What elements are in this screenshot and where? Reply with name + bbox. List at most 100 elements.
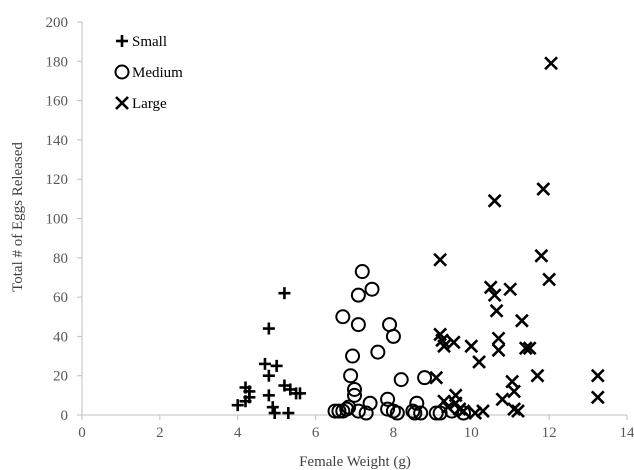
data-point-large	[489, 303, 504, 318]
y-tick-label: 20	[53, 369, 68, 385]
data-point-large	[530, 368, 545, 383]
data-point-large	[495, 392, 510, 407]
x-axis-title: Female Weight (g)	[299, 454, 411, 470]
legend-item-small: Small	[116, 34, 167, 50]
data-point-medium	[343, 368, 359, 384]
data-point-large	[534, 248, 549, 263]
data-point-large	[452, 402, 467, 417]
data-point-medium	[405, 403, 421, 419]
legend-item-medium: Medium	[114, 64, 183, 81]
data-point-medium	[345, 348, 361, 364]
data-point-medium	[409, 395, 425, 411]
legend-label-large: Large	[132, 96, 167, 112]
data-point-small	[266, 401, 279, 414]
axes	[77, 21, 628, 420]
data-point-medium	[413, 405, 429, 421]
data-point-large	[487, 193, 502, 208]
y-tick-label: 0	[61, 408, 69, 424]
data-point-small	[282, 407, 295, 420]
y-tick-label: 140	[46, 133, 69, 149]
y-axis-title: Total # of Eggs Released	[10, 142, 26, 292]
data-point-large	[429, 370, 444, 385]
y-tick-label: 80	[53, 251, 68, 267]
data-point-large	[437, 339, 451, 354]
x-tick-label: 10	[464, 425, 479, 441]
data-point-large	[441, 400, 455, 415]
data-point-medium	[407, 405, 423, 421]
data-point-medium	[380, 391, 396, 407]
data-point-medium	[389, 405, 405, 421]
y-tick-label: 200	[46, 15, 69, 31]
data-point-large	[514, 313, 529, 328]
legend-label-medium: Medium	[132, 65, 183, 81]
data-point-small	[278, 287, 291, 300]
y-tick-label: 60	[53, 290, 68, 306]
data-point-medium	[341, 399, 357, 415]
data-point-large	[472, 355, 486, 369]
data-point-medium	[362, 395, 378, 411]
data-point-medium	[354, 264, 370, 280]
data-point-large	[522, 341, 537, 356]
data-point-large	[483, 280, 498, 295]
data-point-small	[258, 357, 271, 370]
x-tick-label: 6	[312, 425, 320, 441]
legend-marker-medium	[114, 64, 130, 80]
data-point-medium	[350, 287, 366, 303]
data-point-medium	[385, 328, 401, 344]
data-point-large	[542, 272, 557, 287]
data-point-small	[262, 369, 275, 382]
x-tick-label: 12	[542, 425, 557, 441]
data-point-large	[433, 252, 448, 267]
data-point-small	[294, 387, 306, 400]
data-point-large	[544, 56, 559, 71]
series-small	[231, 287, 306, 420]
data-point-medium	[358, 405, 374, 421]
data-point-medium	[417, 370, 433, 386]
y-tick-label: 180	[46, 54, 69, 70]
x-tick-label: 0	[78, 425, 86, 441]
data-point-medium	[347, 387, 362, 403]
legend-label-small: Small	[132, 34, 167, 50]
x-tick-label: 2	[156, 425, 164, 441]
data-point-large	[464, 339, 479, 354]
data-point-large	[518, 341, 533, 356]
data-point-medium	[350, 317, 366, 333]
data-point-large	[476, 404, 490, 418]
data-point-large	[590, 368, 605, 383]
data-point-large	[491, 331, 506, 346]
data-point-medium	[393, 372, 409, 388]
data-point-large	[507, 384, 522, 399]
data-point-small	[239, 395, 252, 408]
data-point-large	[456, 404, 471, 418]
data-point-medium	[331, 403, 347, 419]
y-tick-label: 160	[46, 94, 69, 110]
legend: Small Medium Large	[114, 34, 183, 112]
data-point-small	[262, 389, 275, 402]
data-point-large	[487, 288, 502, 303]
x-tick-label: 14	[620, 425, 634, 441]
data-point-large	[491, 343, 506, 358]
legend-marker-small	[116, 35, 128, 47]
data-point-large	[446, 335, 461, 350]
series-large	[429, 56, 605, 420]
data-point-medium	[347, 381, 362, 397]
y-tick-label: 40	[53, 329, 68, 345]
data-point-small	[231, 399, 244, 412]
data-point-small	[268, 407, 281, 420]
data-point-medium	[364, 281, 380, 297]
legend-marker-large	[115, 96, 129, 110]
data-point-medium	[350, 403, 366, 419]
data-point-small	[270, 359, 283, 372]
legend-item-large: Large	[115, 96, 167, 112]
x-tick-label: 4	[234, 425, 242, 441]
data-points	[231, 56, 605, 421]
x-tick-label: 8	[390, 425, 398, 441]
data-point-small	[262, 322, 275, 335]
data-point-large	[511, 404, 525, 418]
y-tick-label: 100	[46, 212, 69, 228]
data-point-large	[536, 182, 551, 196]
data-point-medium	[335, 309, 351, 325]
